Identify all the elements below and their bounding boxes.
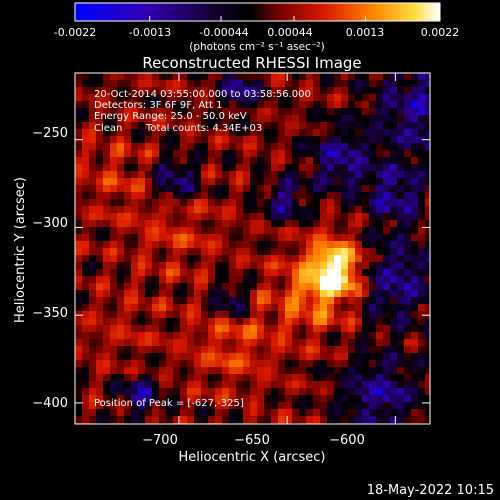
x-axis-label: Heliocentric X (arcsec) [179,450,326,465]
x-tick-label: −600 [329,433,365,448]
peak-position-annotation: Position of Peak = [-627,-325] [94,398,244,409]
x-tick-label: −650 [234,433,270,448]
colorbar-tick-label: -0.0022 [54,26,96,39]
colorbar-gradient [74,2,441,22]
x-tick-label: −700 [142,433,178,448]
image-annotations: 20-Oct-2014 03:55:00.000 to 03:58:56.000… [94,89,311,409]
y-tick-label: −350 [32,306,68,321]
colorbar-unit-label: (photons cm⁻² s⁻¹ asec⁻²) [189,41,324,53]
detectors-annotation: Detectors: 3F 6F 9F, Att 1 [94,100,222,111]
y-tick-label: −400 [32,396,68,411]
method-annotation: Clean [94,123,122,134]
y-tick-label: −300 [32,216,68,231]
total-counts-annotation: Total counts: 4.34E+03 [145,123,262,134]
chart-title: Reconstructed RHESSI Image [142,54,361,72]
colorbar-tick-label: -0.0013 [129,26,171,39]
energy-range-annotation: Energy Range: 25.0 - 50.0 keV [94,111,247,122]
time-range-annotation: 20-Oct-2014 03:55:00.000 to 03:58:56.000 [94,89,311,100]
colorbar-tick-label: 0.0022 [421,26,460,39]
colorbar: -0.0022 -0.0013 -0.00044 0.00044 0.0013 … [54,2,460,53]
colorbar-tick-label: 0.00044 [267,26,313,39]
y-tick-label: −250 [32,126,68,141]
plot-frame [74,72,431,425]
heatmap-image [75,73,430,424]
colorbar-ticks [74,16,441,21]
x-axis-ticks [178,73,396,424]
colorbar-tick-label: -0.00044 [199,26,248,39]
y-axis-ticks [75,139,430,404]
y-axis-label: Heliocentric Y (arcsec) [13,177,28,323]
footer-date: 18-May-2022 10:15 [367,483,494,498]
colorbar-tick-label: 0.0013 [346,26,385,39]
